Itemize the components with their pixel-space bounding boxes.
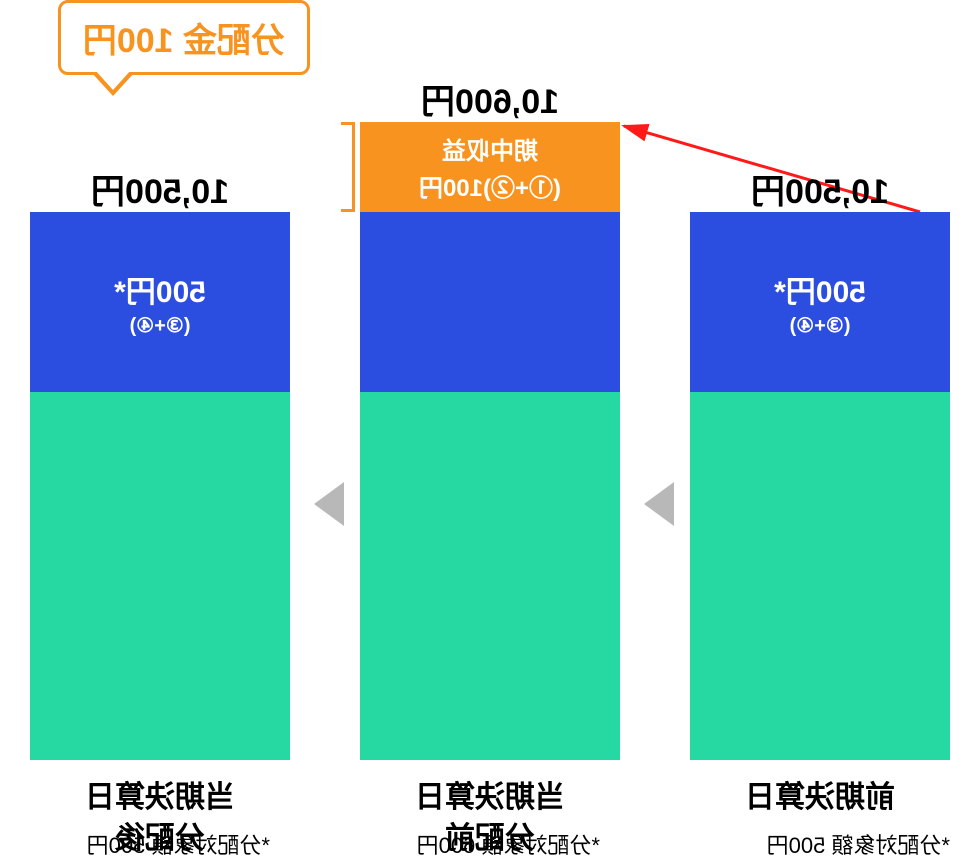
bar-curr-pre: 10,600円 期中収益 (①+②)100円 当期決算日 分配前 (360, 212, 620, 760)
bar-prev-total: 10,500円 (690, 164, 950, 213)
seg-orange-title: 期中収益 (442, 131, 538, 166)
dividend-callout: 分配金 100円 (58, 0, 310, 75)
bar-prev: 10,500円 500円* (③+④) 前期決算日 (690, 212, 950, 760)
bar-curr-post-total: 10,500円 (30, 164, 290, 213)
bar-curr-pre-seg-blue (360, 212, 620, 392)
bar-curr-pre-seg-green (360, 392, 620, 760)
seg-value: 500円* (774, 267, 866, 311)
transition-arrow-2 (314, 482, 344, 526)
footnote-curr-post: *分配対象額 500円 (87, 828, 270, 860)
bar-curr-pre-total: 10,600円 (360, 74, 620, 123)
bar-prev-label-l1: 前期決算日 (745, 781, 895, 814)
transition-arrow-1 (644, 482, 674, 526)
seg-sub: (③+④) (130, 313, 191, 338)
bar-curr-pre-seg-orange: 期中収益 (①+②)100円 (360, 122, 620, 212)
callout-tail-inner (95, 70, 131, 90)
bar-prev-seg-blue: 500円* (③+④) (690, 212, 950, 392)
callout-text: 分配金 100円 (83, 22, 285, 60)
seg-value: 500円* (114, 267, 206, 311)
bar-curr-post-stack: 500円* (③+④) (30, 212, 290, 760)
bar-prev-seg-green (690, 392, 950, 760)
bar-curr-post-label-l1: 当期決算日 (85, 781, 235, 814)
seg-orange-line2: (①+②)100円 (419, 168, 561, 203)
bar-curr-pre-label-l1: 当期決算日 (415, 781, 565, 814)
bar-curr-pre-stack: 期中収益 (①+②)100円 (360, 122, 620, 760)
footnote-prev: *分配対象額 500円 (767, 828, 950, 860)
bar-curr-post-seg-green (30, 392, 290, 760)
dividend-chart: 分配金 100円 10,500円 500円* (③+④) 前期決算日 10,60… (0, 0, 980, 860)
bar-prev-stack: 500円* (③+④) (690, 212, 950, 760)
seg-sub: (③+④) (790, 313, 851, 338)
footnote-curr-pre: *分配対象額 600円 (417, 828, 600, 860)
bar-prev-label: 前期決算日 (690, 760, 950, 819)
bar-curr-post: 10,500円 500円* (③+④) 当期決算日 分配後 (30, 212, 290, 760)
bar-curr-post-seg-blue: 500円* (③+④) (30, 212, 290, 392)
orange-bracket (341, 122, 355, 212)
